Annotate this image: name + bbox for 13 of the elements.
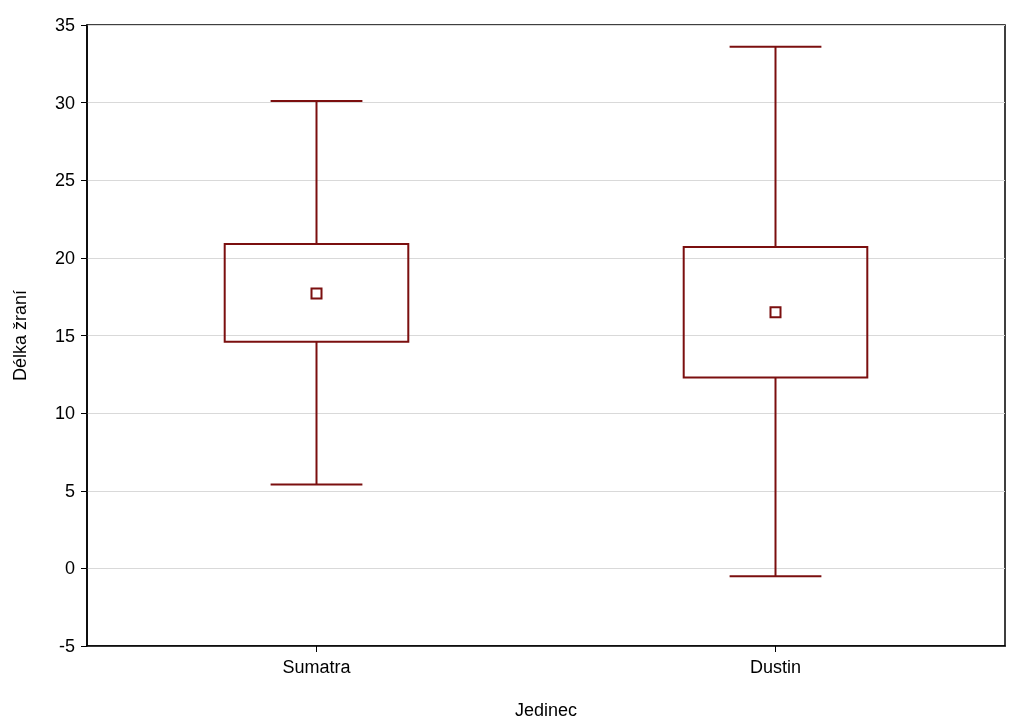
y-tick-label: 25 xyxy=(54,170,75,191)
x-axis-title: Jedinec xyxy=(514,700,578,720)
x-tick-label: Sumatra xyxy=(282,657,352,677)
y-tick-label: 5 xyxy=(64,480,75,501)
y-tick-label: 20 xyxy=(54,247,75,268)
y-tick-label: 15 xyxy=(54,325,75,346)
y-tick-label: 30 xyxy=(54,92,75,113)
y-tick-label: 35 xyxy=(54,15,75,35)
y-tick-label: -5 xyxy=(58,636,75,656)
y-tick-label: 10 xyxy=(54,403,75,424)
y-axis-title: Délka žraní xyxy=(10,289,30,382)
y-tick-label: 0 xyxy=(64,558,75,579)
x-tick-label: Dustin xyxy=(749,657,802,677)
